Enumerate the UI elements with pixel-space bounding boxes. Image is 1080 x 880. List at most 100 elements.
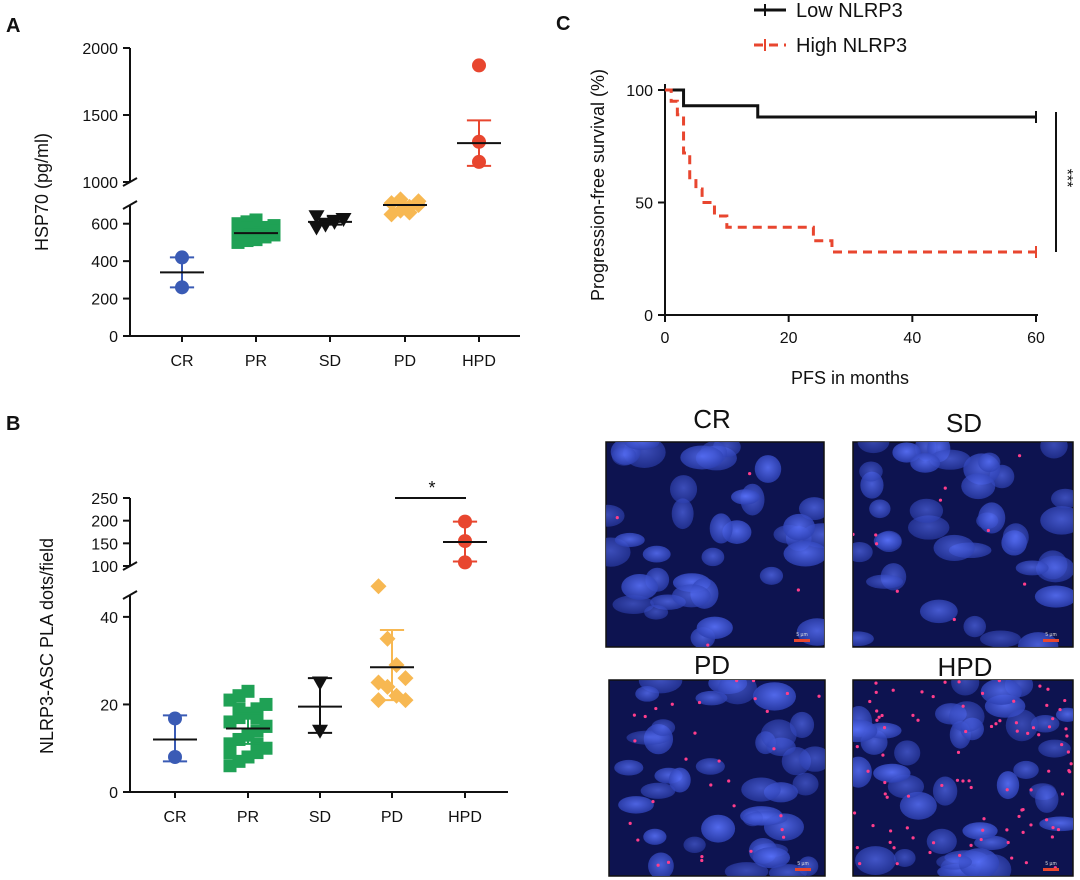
cell-nucleus [853, 541, 873, 563]
cell-nucleus [853, 756, 872, 788]
pla-dot [1024, 861, 1028, 865]
y-tick-label: 40 [100, 610, 118, 627]
image-title: CR [693, 404, 731, 434]
pla-dot [952, 617, 956, 622]
pla-dot [911, 713, 915, 717]
data-point-pr [232, 702, 246, 716]
cell-nucleus [724, 862, 769, 876]
pla-dot [1050, 835, 1054, 839]
cell-nucleus [1051, 488, 1073, 509]
pla-dot [1014, 721, 1019, 725]
pla-dot [874, 533, 878, 537]
y-tick-label: 2000 [82, 41, 118, 58]
cell-nucleus [853, 631, 874, 647]
y-tick-label: 600 [91, 217, 118, 234]
pla-dot [684, 757, 688, 761]
x-tick-label: PR [237, 809, 259, 826]
cell-nucleus [643, 828, 667, 845]
cell-nucleus [1038, 739, 1071, 758]
pla-dot [877, 715, 881, 719]
cell-nucleus [743, 811, 788, 826]
pla-dot [994, 722, 998, 726]
pla-dot [1021, 830, 1025, 834]
pla-dot [892, 846, 896, 850]
cell-nucleus [1017, 632, 1059, 647]
cell-nucleus [611, 446, 637, 466]
cell-nucleus [731, 489, 760, 505]
x-tick-label: 60 [1027, 330, 1045, 347]
cell-nucleus [932, 776, 958, 806]
cell-nucleus [866, 574, 904, 589]
x-tick-label: CR [163, 809, 186, 826]
pla-dot [1064, 727, 1068, 731]
pla-dot [1006, 840, 1010, 845]
pla-dot [785, 691, 789, 696]
cell-nucleus [963, 615, 986, 638]
panel-letter-b: B [6, 413, 20, 435]
cell-nucleus [859, 461, 883, 482]
cell-nucleus [1055, 707, 1073, 722]
pla-dot [666, 860, 671, 864]
x-tick-label: SD [319, 353, 341, 370]
pla-dot [1023, 582, 1027, 586]
pla-dot [881, 753, 885, 757]
pla-dot [955, 778, 960, 782]
pla-dot [1045, 703, 1049, 707]
cell-nucleus [759, 566, 784, 585]
pla-dot [1047, 725, 1052, 729]
cell-nucleus [635, 685, 660, 702]
pla-dot [1005, 788, 1009, 792]
pla-dot [938, 498, 943, 502]
cell-nucleus [873, 763, 911, 783]
cell-nucleus [798, 497, 824, 521]
cell-nucleus [668, 767, 691, 793]
pla-dot [998, 719, 1002, 723]
pla-dot [735, 680, 739, 683]
cell-nucleus [1040, 442, 1068, 459]
pla-dot [957, 680, 961, 684]
pla-dot [633, 739, 637, 743]
km-curve-low [665, 88, 1036, 119]
y-tick-label: 150 [91, 536, 118, 553]
pla-dot [964, 729, 968, 734]
cell-nucleus [760, 719, 797, 750]
pla-dot [1026, 731, 1030, 735]
cell-nucleus [958, 848, 1000, 876]
pla-dot [1065, 734, 1069, 738]
nuclei-layer [853, 442, 1073, 647]
pla-dot [906, 794, 911, 798]
pla-dot [874, 681, 878, 685]
pla-dot [706, 643, 710, 647]
microscopy-panels: 5 µm CR 5 µm SD 5 µm PD 5 µm HPD [605, 404, 1074, 877]
pla-dot [866, 769, 870, 773]
pla-dot [1063, 698, 1067, 703]
y-tick-label: 20 [100, 697, 118, 714]
pla-dot [982, 817, 986, 821]
data-point-pd [379, 630, 396, 647]
data-point-pr [241, 684, 255, 698]
pla-dot [1012, 699, 1016, 703]
cell-nucleus [1040, 506, 1073, 535]
data-point-pd [397, 670, 414, 687]
cell-nucleus [612, 595, 655, 614]
scale-bar-label: 5 µm [797, 861, 808, 867]
pla-dot [693, 731, 697, 735]
cell-nucleus [752, 847, 791, 869]
legend-label: High NLRP3 [796, 35, 907, 57]
pla-dot [781, 835, 786, 839]
pla-dot [632, 713, 637, 717]
data-point-pd [370, 578, 387, 595]
pla-dot [796, 588, 800, 592]
pla-dot [1056, 827, 1061, 832]
data-point-pd [397, 692, 414, 709]
pla-dot [1046, 687, 1050, 691]
cell-nucleus [796, 618, 824, 646]
cell-nucleus [754, 455, 782, 483]
pla-dot [780, 828, 784, 832]
y-tick-label: 1000 [82, 175, 118, 192]
scale-bar [794, 639, 810, 642]
pla-dot [885, 795, 889, 799]
pla-dot [967, 779, 971, 783]
cell-nucleus [792, 772, 819, 796]
pla-dot [853, 532, 855, 536]
